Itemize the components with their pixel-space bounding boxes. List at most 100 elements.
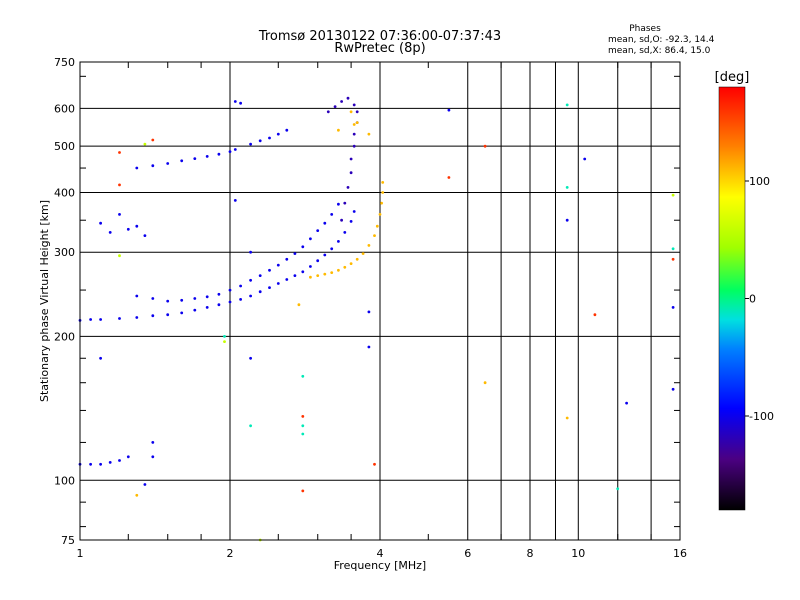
data-point	[349, 171, 353, 175]
data-point	[330, 213, 334, 216]
data-point	[326, 110, 330, 114]
data-point	[285, 278, 289, 281]
data-point	[671, 257, 675, 261]
data-point	[316, 229, 320, 233]
data-point	[99, 462, 102, 466]
data-point	[297, 303, 301, 307]
y-tick-label: 200	[54, 330, 75, 343]
data-point	[223, 340, 226, 343]
x-tick-label: 4	[377, 547, 384, 560]
data-point	[330, 271, 334, 274]
data-point	[593, 313, 597, 317]
axis-ticks: 1 2 4 6 8 10 16 75 100 200 300 400 500 600 750	[54, 56, 687, 560]
data-point	[233, 148, 237, 151]
y-tick-label: 750	[54, 56, 75, 69]
data-point	[625, 401, 628, 405]
data-point	[89, 462, 92, 466]
data-point	[126, 227, 130, 231]
stats-heading: Phases	[629, 24, 661, 34]
data-point	[118, 213, 121, 216]
data-point	[373, 462, 376, 466]
data-point	[258, 290, 262, 294]
data-point	[352, 210, 356, 213]
y-axis-label: Stationary phase Virtual Height [km]	[38, 200, 51, 402]
data-point	[118, 151, 121, 154]
data-point	[346, 186, 350, 189]
data-point	[268, 286, 271, 289]
data-point	[99, 356, 102, 360]
data-point	[323, 253, 327, 257]
data-point	[355, 110, 359, 114]
data-point	[151, 314, 155, 318]
data-point	[352, 132, 356, 136]
data-point	[118, 317, 121, 320]
data-point	[309, 237, 312, 241]
data-point	[249, 356, 253, 360]
data-point	[135, 166, 139, 170]
data-point	[616, 487, 620, 491]
data-point	[249, 424, 253, 428]
data-point	[205, 306, 209, 309]
data-point	[378, 213, 382, 216]
x-tick-label: 1	[77, 547, 84, 560]
data-point	[565, 416, 569, 420]
data-point	[276, 282, 280, 285]
data-point	[239, 284, 243, 288]
plot-frame	[79, 61, 681, 541]
data-point	[276, 132, 280, 136]
data-point	[367, 244, 371, 247]
y-tick-label: 400	[54, 186, 75, 199]
data-point	[151, 138, 155, 142]
data-point	[309, 275, 312, 279]
data-point	[301, 245, 305, 249]
data-point	[89, 318, 92, 321]
data-point	[447, 176, 451, 179]
data-point	[293, 274, 297, 277]
data-point	[135, 493, 139, 497]
colorbar-label: [deg]	[715, 70, 750, 85]
data-point	[135, 294, 139, 298]
data-point	[180, 159, 184, 163]
data-point	[217, 303, 221, 307]
x-tick-label: 2	[227, 547, 234, 560]
data-point	[151, 455, 155, 459]
data-point	[333, 105, 337, 108]
data-point	[340, 100, 343, 103]
data-point	[118, 183, 121, 187]
data-point	[233, 199, 237, 202]
chart-subtitle: RwPretec (8p)	[334, 41, 425, 56]
data-point	[99, 318, 102, 321]
x-axis-label: Frequency [MHz]	[334, 559, 426, 572]
data-point	[228, 300, 232, 304]
data-point	[143, 234, 147, 238]
data-point	[301, 270, 305, 274]
data-point	[583, 157, 587, 161]
data-points	[78, 96, 675, 542]
data-point	[285, 257, 289, 261]
data-point	[565, 218, 569, 222]
data-point	[135, 224, 139, 228]
data-point	[217, 292, 221, 296]
data-point	[355, 257, 359, 261]
data-point	[337, 128, 340, 132]
data-point	[671, 387, 675, 391]
data-point	[381, 191, 385, 194]
colorbar-tick-label: 100	[749, 175, 770, 188]
data-point	[249, 142, 253, 146]
data-point	[166, 162, 170, 165]
data-point	[166, 313, 170, 317]
x-tick-label: 10	[571, 547, 585, 560]
data-point	[330, 247, 334, 251]
data-point	[135, 316, 139, 319]
data-point	[343, 265, 347, 269]
data-point	[180, 298, 184, 302]
data-point	[151, 441, 155, 444]
chart-title: Tromsø 20130122 07:36:00-07:37:43	[258, 29, 501, 44]
y-tick-label: 300	[54, 246, 75, 259]
data-point	[193, 308, 197, 312]
data-point	[349, 110, 353, 114]
data-point	[301, 374, 305, 378]
stats-x: mean, sd,X: 86.4, 15.0	[608, 46, 711, 56]
data-point	[352, 144, 356, 148]
